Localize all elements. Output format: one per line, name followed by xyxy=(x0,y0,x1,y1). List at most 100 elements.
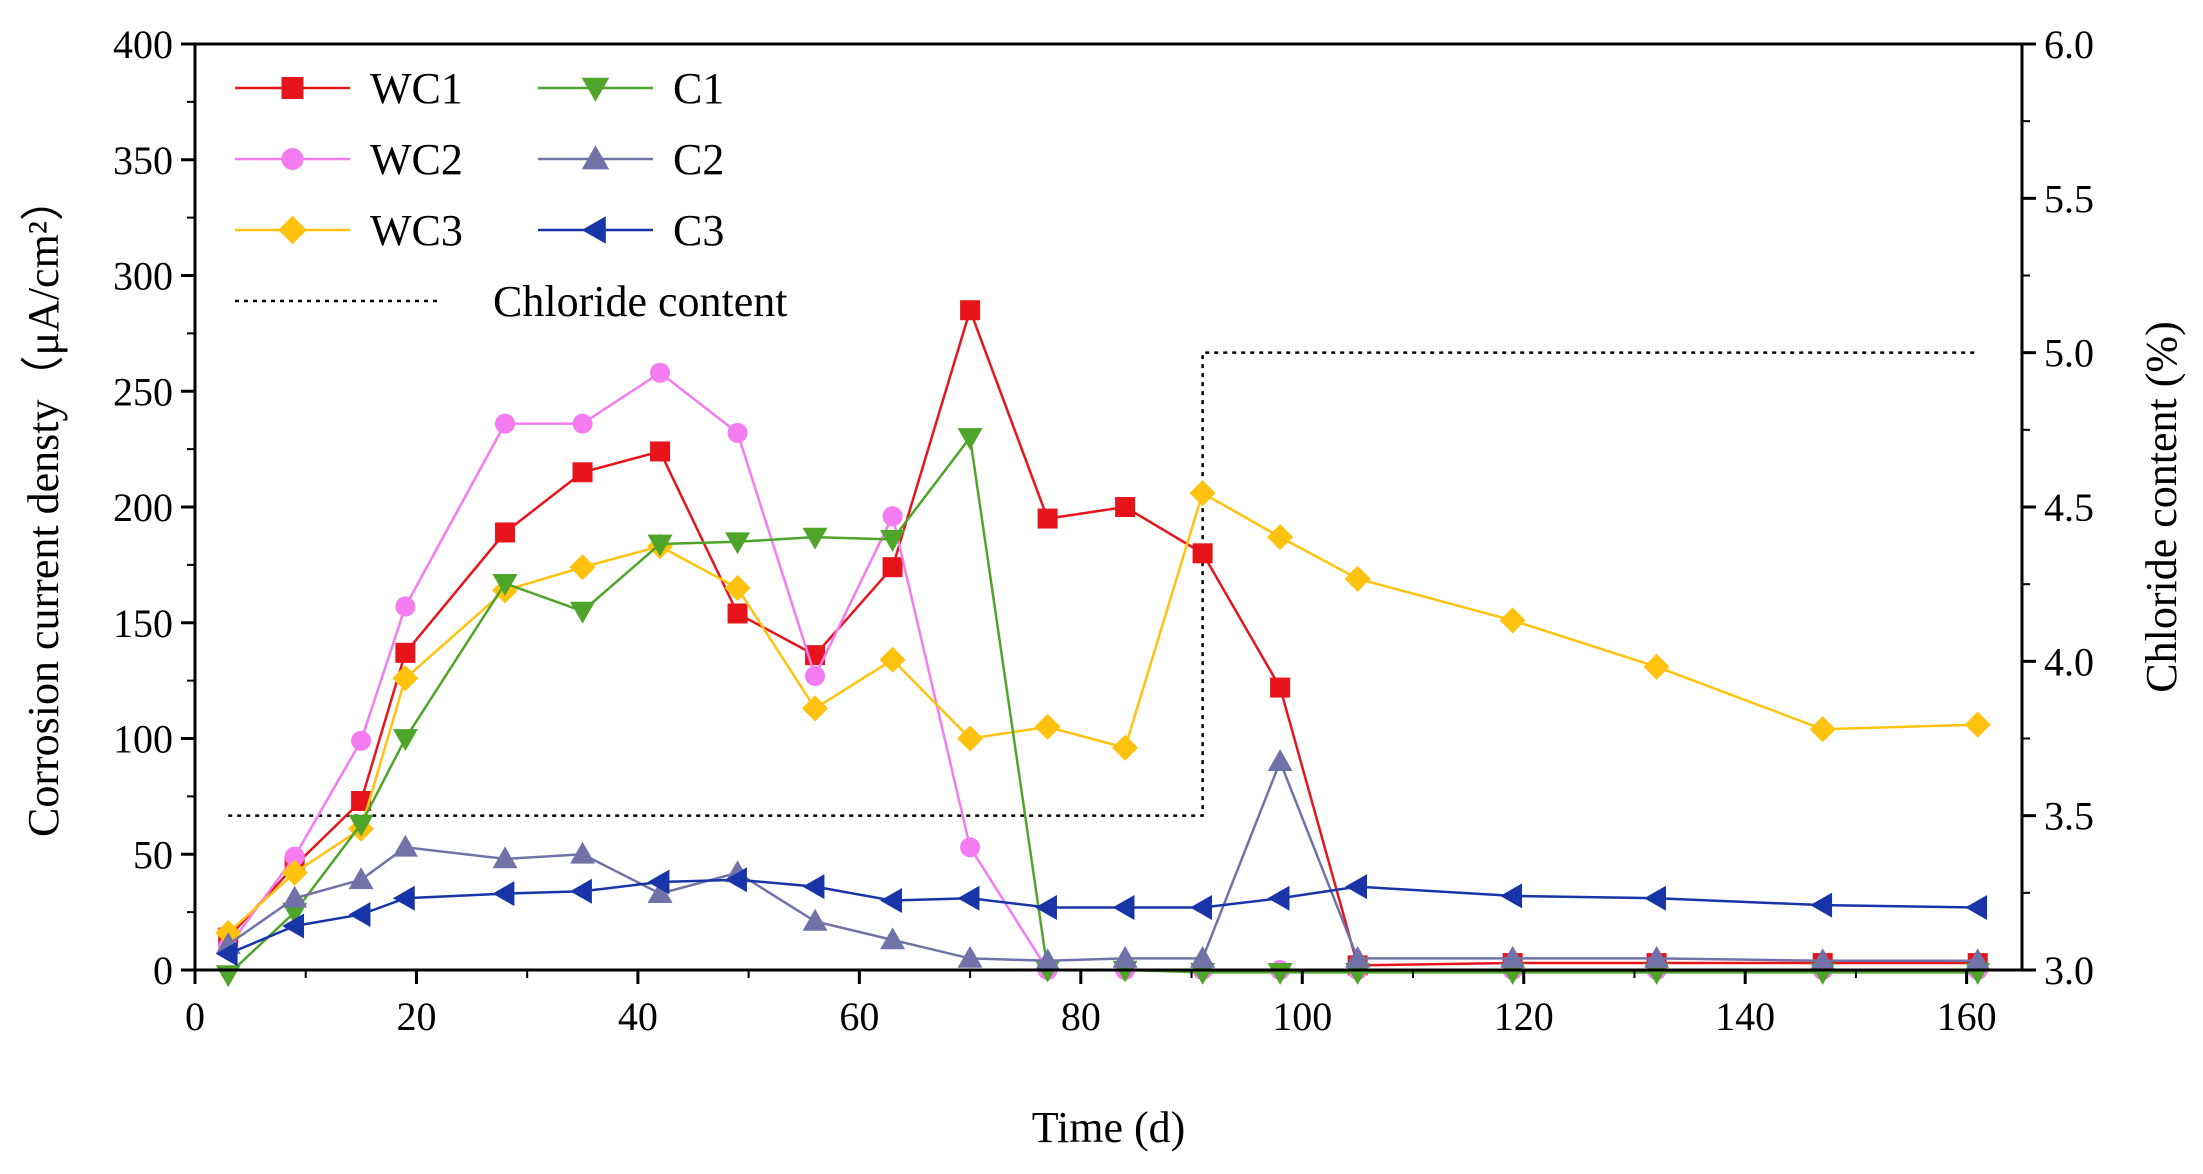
data-point-wc1 xyxy=(395,642,416,663)
data-point-c1 xyxy=(392,729,418,751)
legend: WC1 WC2 WC3 C1 C2 C3 Chloride content xyxy=(235,64,788,326)
data-point-wc1 xyxy=(351,791,372,812)
y-tick-label-100: 100 xyxy=(113,717,173,762)
data-point-c2 xyxy=(802,908,828,931)
data-point-wc3 xyxy=(1643,653,1670,680)
axis-titles: Time (d) Corrosion current densty（μA/cm²… xyxy=(19,177,2186,1152)
data-point-c3 xyxy=(282,913,305,939)
data-point-c3 xyxy=(1500,883,1523,909)
data-point-c2 xyxy=(348,867,374,890)
series-line-c3 xyxy=(227,878,1978,955)
y-tick-label-0: 0 xyxy=(153,948,173,993)
data-point-wc2 xyxy=(351,730,372,751)
data-point-wc3 xyxy=(1809,716,1836,743)
y-tick-label-350: 350 xyxy=(113,138,173,183)
data-point-c3 xyxy=(1810,892,1833,918)
series-layer xyxy=(215,300,1991,988)
x-tick-label-0: 0 xyxy=(185,994,205,1039)
y-tick-label-400: 400 xyxy=(113,22,173,67)
x-tick-label-80: 80 xyxy=(1061,994,1101,1039)
y2-tick-label-6.0: 6.0 xyxy=(2044,22,2094,67)
data-point-c1 xyxy=(1644,962,1670,985)
data-point-wc3 xyxy=(879,646,906,673)
data-point-c2 xyxy=(957,945,983,968)
data-point-wc3 xyxy=(1344,565,1371,592)
series-wc2 xyxy=(218,362,1988,980)
data-point-c1 xyxy=(492,574,518,596)
legend-marker xyxy=(581,145,610,170)
data-point-c1 xyxy=(880,530,906,552)
data-point-c2 xyxy=(492,846,518,869)
data-point-c2 xyxy=(1345,945,1371,968)
x-tick-label-120: 120 xyxy=(1494,994,1554,1039)
data-point-c2 xyxy=(1190,945,1216,968)
data-point-wc1 xyxy=(650,441,671,462)
data-point-c2 xyxy=(282,885,308,908)
legend-label-c2: C2 xyxy=(673,135,724,184)
legend-item-wc2: WC2 xyxy=(235,135,463,184)
data-point-c1 xyxy=(1267,962,1293,985)
data-point-wc1 xyxy=(882,557,903,578)
data-point-wc3 xyxy=(1499,607,1526,634)
y-tick-label-300: 300 xyxy=(113,254,173,299)
data-point-c2 xyxy=(1267,749,1293,772)
y-tick-label-50: 50 xyxy=(133,832,173,877)
series-line-wc1 xyxy=(227,306,1978,967)
data-point-c1 xyxy=(647,534,673,557)
data-point-c1 xyxy=(1190,962,1216,985)
legend-label-wc3: WC3 xyxy=(370,206,463,255)
y2-tick-label-4.5: 4.5 xyxy=(2044,485,2094,530)
data-point-wc3 xyxy=(802,695,829,722)
data-point-c1 xyxy=(570,601,596,624)
data-point-wc1 xyxy=(1115,497,1136,517)
legend-marker xyxy=(581,77,610,102)
data-point-wc3 xyxy=(957,725,984,752)
data-point-wc3 xyxy=(569,554,596,581)
plot-frame xyxy=(193,42,2024,972)
y2-tick-label-4.0: 4.0 xyxy=(2044,639,2094,684)
data-point-c1 xyxy=(1345,962,1371,985)
data-point-c3 xyxy=(392,885,415,911)
data-point-c2 xyxy=(1810,948,1836,971)
x-axis-title: Time (d) xyxy=(1032,1103,1186,1152)
data-point-wc1 xyxy=(1192,543,1213,564)
series-wc3 xyxy=(215,480,1991,946)
y-tick-label-200: 200 xyxy=(113,485,173,530)
legend-item-c2: C2 xyxy=(538,135,724,184)
data-point-c2 xyxy=(880,927,906,950)
series-line-wc3 xyxy=(227,491,1978,934)
series-c2 xyxy=(215,749,1991,971)
data-point-wc2 xyxy=(960,837,981,858)
data-point-c1 xyxy=(1500,962,1526,985)
data-point-c2 xyxy=(392,834,418,857)
data-point-wc1 xyxy=(727,603,748,624)
data-point-c2 xyxy=(1965,948,1991,971)
y2-tick-label-5.5: 5.5 xyxy=(2044,176,2094,221)
y2-axis-title: Chloride content (%) xyxy=(2137,321,2186,692)
legend-label-wc1: WC1 xyxy=(370,64,463,113)
data-point-c3 xyxy=(1644,885,1666,911)
x-tick-label-40: 40 xyxy=(618,994,658,1039)
data-point-wc2 xyxy=(395,596,416,617)
data-point-wc3 xyxy=(724,575,751,602)
data-point-c3 xyxy=(880,888,902,914)
data-point-c3 xyxy=(802,874,825,900)
data-point-c1 xyxy=(957,428,983,451)
data-point-wc3 xyxy=(281,859,308,886)
data-point-c3 xyxy=(1035,894,1057,920)
data-point-c2 xyxy=(1500,945,1526,968)
data-point-wc1 xyxy=(1037,508,1058,529)
legend-item-wc3: WC3 xyxy=(235,206,463,255)
y2-tick-label-5.0: 5.0 xyxy=(2044,331,2094,376)
data-point-c1 xyxy=(802,527,828,550)
data-point-c2 xyxy=(1112,945,1138,968)
chloride-content-line xyxy=(228,351,1978,817)
legend-item-chloride: Chloride content xyxy=(235,277,788,326)
y-axis-title: Corrosion current densty（μA/cm²） xyxy=(19,177,68,837)
legend-label-chloride: Chloride content xyxy=(493,277,788,326)
x-tick-label-140: 140 xyxy=(1715,994,1775,1039)
data-point-wc2 xyxy=(284,846,305,867)
data-point-wc1 xyxy=(960,300,981,321)
data-point-wc2 xyxy=(572,413,593,434)
